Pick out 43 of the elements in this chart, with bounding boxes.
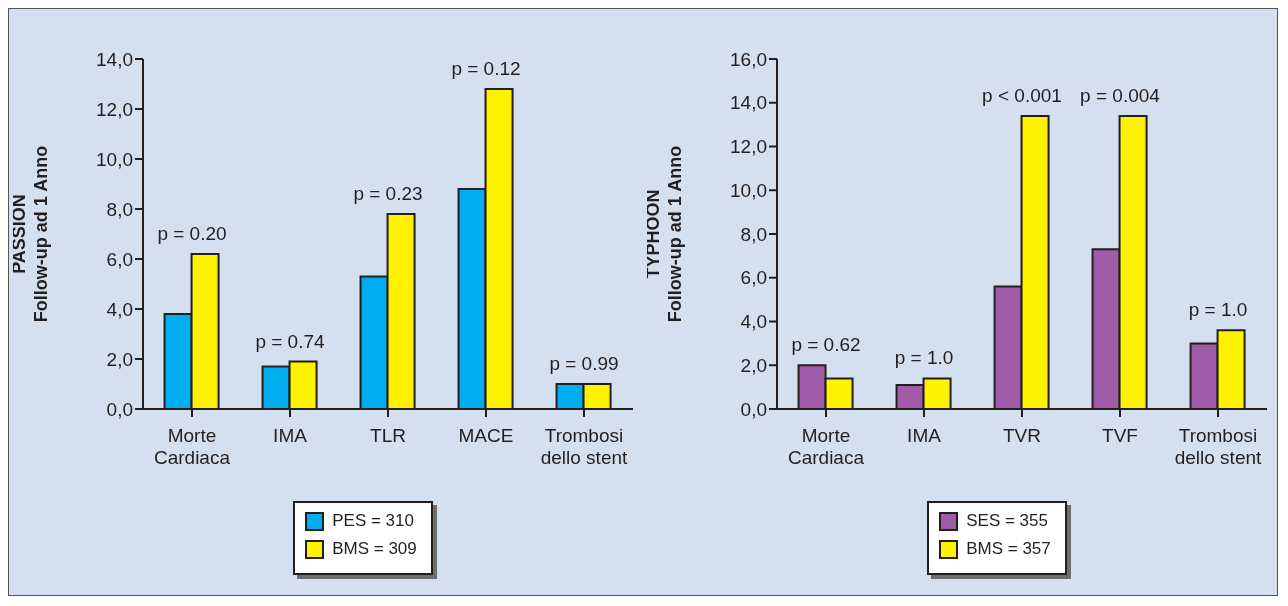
- x-tick-label: Morte Cardiaca: [153, 425, 231, 468]
- annotation: p = 1.0: [894, 347, 954, 369]
- x-tick-label: MACE: [458, 425, 514, 447]
- annotation: p = 0.62: [791, 334, 861, 356]
- legend-label: SES = 355: [966, 511, 1048, 531]
- annotation: p = 0.20: [157, 223, 227, 244]
- y-tick-label: 6,0: [106, 248, 133, 270]
- y-tick-label: 12,0: [96, 98, 133, 120]
- y-tick-label: 2,0: [740, 354, 767, 376]
- y-tick-label: 4,0: [106, 298, 133, 320]
- x-tick-label: TVR: [1003, 425, 1041, 447]
- y-tick-label: 14,0: [730, 92, 767, 114]
- annotation: p = 1.0: [1188, 299, 1248, 321]
- x-tick-label: TLR: [370, 425, 406, 447]
- annotation: p < 0.001: [982, 84, 1062, 106]
- y-tick-label: 0,0: [106, 398, 133, 420]
- y-tick-label: 0,0: [740, 398, 767, 420]
- annotation: p = 0.12: [451, 58, 521, 79]
- annotation: p = 0.74: [255, 330, 326, 352]
- annotation: p = 0.99: [549, 353, 619, 374]
- x-tick-label: Trombosi dello stent: [540, 425, 629, 468]
- x-tick-label: Trombosi dello stent: [1174, 425, 1263, 468]
- legend-label: PES = 310: [332, 511, 414, 531]
- y-tick-label: 8,0: [106, 198, 133, 220]
- y-tick-label: 4,0: [740, 311, 767, 333]
- x-tick-label: IMA: [907, 425, 942, 447]
- y-tick-label: 14,0: [96, 48, 133, 70]
- y-tick-label: 16,0: [730, 48, 767, 70]
- y-tick-label: 8,0: [740, 223, 767, 245]
- x-tick-label: Morte Cardiaca: [787, 425, 865, 468]
- annotation: p = 0.23: [353, 183, 423, 204]
- y-tick-label: 10,0: [96, 148, 133, 170]
- y-tick-label: 12,0: [730, 136, 767, 158]
- y-axis-title: PASSION Follow-up ad 1 Anno: [9, 145, 51, 323]
- legend-label: BMS = 309: [332, 539, 417, 559]
- y-tick-label: 2,0: [106, 348, 133, 370]
- y-tick-label: 6,0: [740, 267, 767, 289]
- legend-label: BMS = 357: [966, 539, 1051, 559]
- x-tick-label: IMA: [273, 425, 308, 447]
- x-tick-label: TVF: [1102, 425, 1138, 447]
- annotation: p = 0.004: [1080, 84, 1161, 106]
- y-tick-label: 10,0: [730, 179, 767, 201]
- y-axis-title: TYPHOON Follow-up ad 1 Anno: [643, 145, 685, 323]
